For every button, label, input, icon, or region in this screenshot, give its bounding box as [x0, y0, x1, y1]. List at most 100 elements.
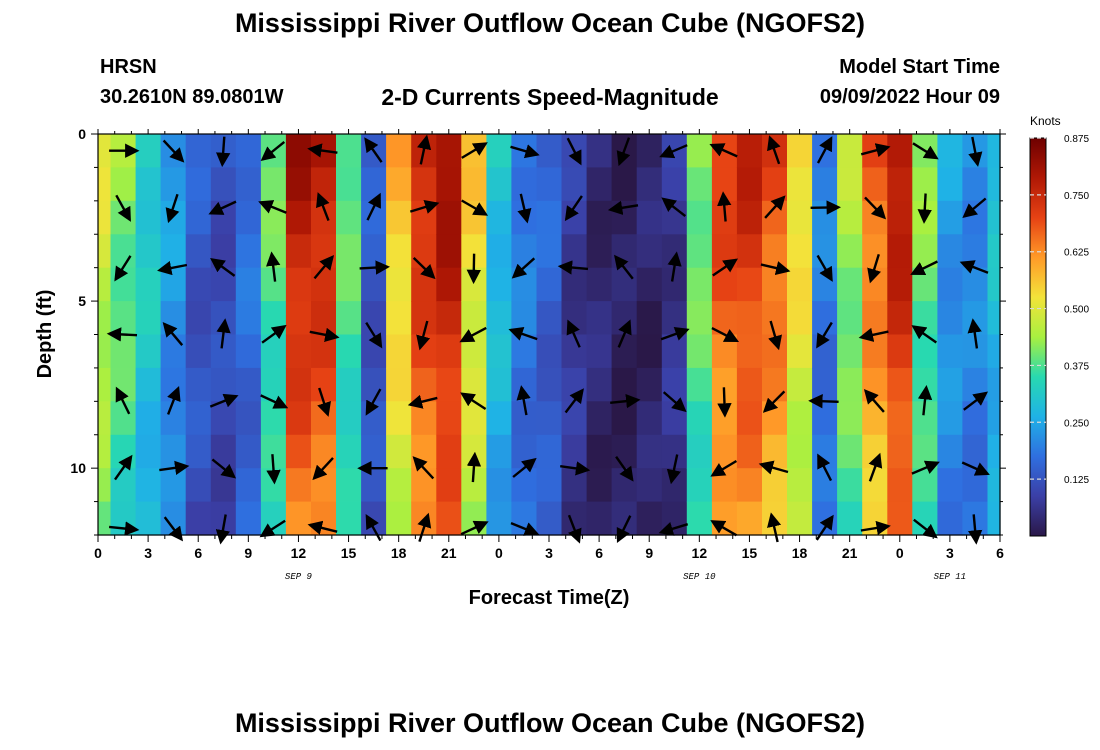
heatmap-cell [110, 401, 137, 436]
current-vector-arrow [658, 522, 689, 536]
colorbar-tick-label: 0.500 [1064, 305, 1089, 316]
heatmap-cell [887, 134, 913, 168]
heatmap-cell [98, 334, 112, 369]
chart-subtitle: 2-D Currents Speed-Magnitude [381, 84, 719, 110]
heatmap-cell [812, 167, 838, 202]
current-vector-arrow [516, 385, 531, 416]
heatmap-cell [285, 501, 312, 536]
heatmap-cell [837, 501, 863, 536]
heatmap-cell [311, 301, 337, 336]
heatmap-cell [862, 334, 888, 369]
current-vector-arrow [661, 197, 687, 218]
heatmap-cell [611, 468, 638, 503]
current-vector-arrow [510, 144, 540, 159]
heatmap-cell [386, 434, 412, 469]
heatmap-cell [686, 367, 713, 402]
heatmap-cell [686, 234, 713, 269]
colorbar-tick-label: 0.750 [1064, 191, 1089, 202]
current-vector-arrow [913, 518, 938, 539]
heatmap-cell [661, 267, 688, 302]
heatmap-cell [361, 434, 387, 469]
heatmap-cell [937, 200, 964, 235]
x-axis: 0 3 6 9 12 15 18 21 0 3 6 9 12 15 18 21 0 3 6 SEP 9 SEP 10 SE… [94, 129, 1004, 582]
current-vector-arrow [712, 258, 738, 277]
heatmap-cell [135, 200, 162, 235]
heatmap-cell [736, 301, 763, 336]
heatmap-cell [135, 468, 162, 503]
heatmap-cell [862, 468, 888, 503]
heatmap-cell [210, 267, 237, 302]
heatmap-cell [812, 501, 838, 536]
heatmap-cell [461, 167, 487, 202]
current-vector-arrow [313, 255, 335, 280]
heatmap-cell [235, 301, 262, 336]
heatmap-cell [536, 401, 563, 436]
heatmap-cell [436, 434, 462, 469]
x-axis-tick-label: 18 [792, 545, 808, 561]
heatmap-cell [135, 301, 162, 336]
heatmap-cell [586, 468, 613, 503]
current-vector-arrow [210, 257, 236, 277]
heatmap-cell [285, 468, 312, 503]
heatmap-cell [336, 367, 362, 402]
current-vector-arrow [162, 139, 185, 163]
current-vector-arrow [710, 459, 738, 477]
heatmap-cell [787, 301, 813, 336]
current-vector-arrow [510, 521, 540, 536]
heatmap-cell [937, 501, 964, 536]
heatmap-cell [987, 501, 1001, 536]
current-vector-arrow [662, 391, 687, 413]
heatmap-cell [336, 468, 362, 503]
heatmap-cell [160, 234, 187, 269]
heatmap-cell [862, 367, 888, 402]
current-vector-arrow [911, 460, 940, 475]
heatmap-cell [386, 501, 412, 536]
heatmap-cell [411, 367, 437, 402]
current-vector-arrow [157, 260, 188, 276]
current-vector-arrow [261, 324, 287, 344]
heatmap-cell [787, 401, 813, 436]
x-axis-tick-label: 6 [996, 545, 1004, 561]
heatmap-cell [686, 134, 713, 168]
heatmap-cell [185, 200, 212, 235]
heatmap-cell [98, 200, 112, 235]
station-id: HRSN [100, 56, 157, 78]
current-vector-arrow [867, 253, 881, 284]
heatmap-cell [937, 167, 964, 202]
heatmap-cell [411, 200, 437, 235]
heatmap-cell [160, 367, 187, 402]
heatmap-cell [135, 267, 162, 302]
heatmap-cell [486, 434, 513, 469]
heatmap-cell [586, 134, 613, 168]
x-axis-tick-label: 12 [291, 545, 307, 561]
heatmap-cell [636, 434, 663, 469]
heatmap-cell [812, 367, 838, 402]
heatmap-cell [686, 434, 713, 469]
current-vector-arrow [911, 325, 937, 344]
heatmap-cell [160, 434, 187, 469]
x-axis-date-label: SEP 11 [934, 572, 966, 582]
heatmap-cell [536, 501, 563, 536]
x-axis-tick-label: 0 [896, 545, 904, 561]
heatmap-cell [762, 434, 788, 469]
heatmap-cell [511, 434, 538, 469]
colorbar-tick-label: 0.625 [1064, 248, 1089, 259]
heatmap-cell [762, 167, 788, 202]
heatmap-cell [386, 334, 412, 369]
heatmap-cell [611, 267, 638, 302]
heatmap-cell [110, 301, 137, 336]
heatmap-cell [636, 401, 663, 436]
heatmap-cell [837, 468, 863, 503]
heatmap-cell [436, 334, 462, 369]
heatmap-cell [436, 234, 462, 269]
heatmap-cell [887, 367, 913, 402]
current-vector-arrow [917, 193, 932, 224]
heatmap-cell [235, 167, 262, 202]
heatmap-cell [686, 167, 713, 202]
heatmap-cell [711, 501, 738, 536]
heatmap-cell [135, 501, 162, 536]
heatmap-cell [98, 167, 112, 202]
current-vector-arrow [460, 520, 489, 536]
heatmap-cell [812, 234, 838, 269]
heatmap-cell [736, 200, 763, 235]
